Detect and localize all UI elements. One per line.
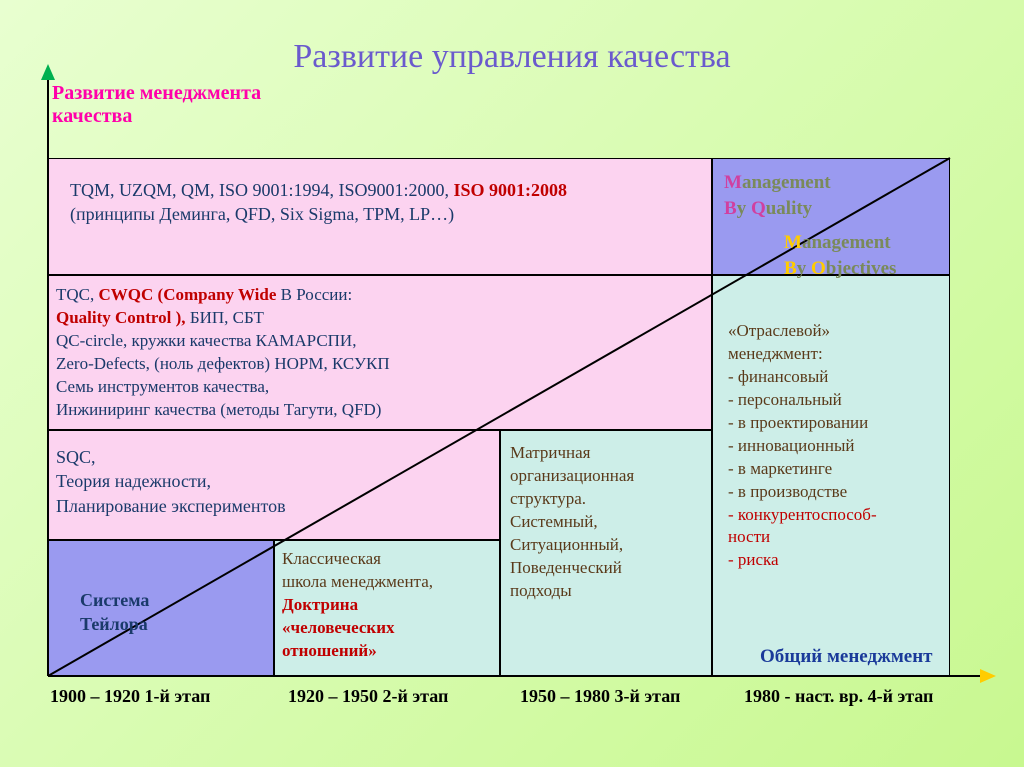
xlabel-1: 1920 – 1950 2-й этап <box>288 686 448 707</box>
xlabel-2: 1950 – 1980 3-й этап <box>520 686 680 707</box>
main-title: Развитие управления качества <box>0 38 1024 76</box>
text-matrix: Матричнаяорганизационнаяструктура.Систем… <box>510 442 710 603</box>
text-tqc: TQC, CWQC (Company Wide В России:Quality… <box>56 284 696 422</box>
text-general: Общий менеджмент <box>760 644 980 670</box>
y-axis-arrow <box>41 64 55 80</box>
text-sqc: SQC,Теория надежности,Планирование экспе… <box>56 445 486 518</box>
text-sector: «Отраслевой»менеджмент:- финансовый- пер… <box>728 320 938 572</box>
diagram-stage: Развитие управления качества Развитие ме… <box>0 0 1024 767</box>
text-mbo: ManagementBy Objectives <box>784 230 1004 281</box>
text-tqm: TQM, UZQM, QM, ISO 9001:1994, ISO9001:20… <box>70 178 700 227</box>
text-taylor: СистемаТейлора <box>80 588 280 637</box>
x-axis-arrow <box>980 669 996 683</box>
xlabel-0: 1900 – 1920 1-й этап <box>50 686 210 707</box>
x-axis <box>48 675 982 677</box>
subtitle: Развитие менеджментакачества <box>52 82 261 128</box>
text-mbq: ManagementBy Quality <box>724 170 944 221</box>
xlabel-3: 1980 - наст. вр. 4-й этап <box>744 686 933 707</box>
y-axis <box>47 78 49 676</box>
text-classic: Классическаяшкола менеджмента,Доктрина«ч… <box>282 548 492 663</box>
